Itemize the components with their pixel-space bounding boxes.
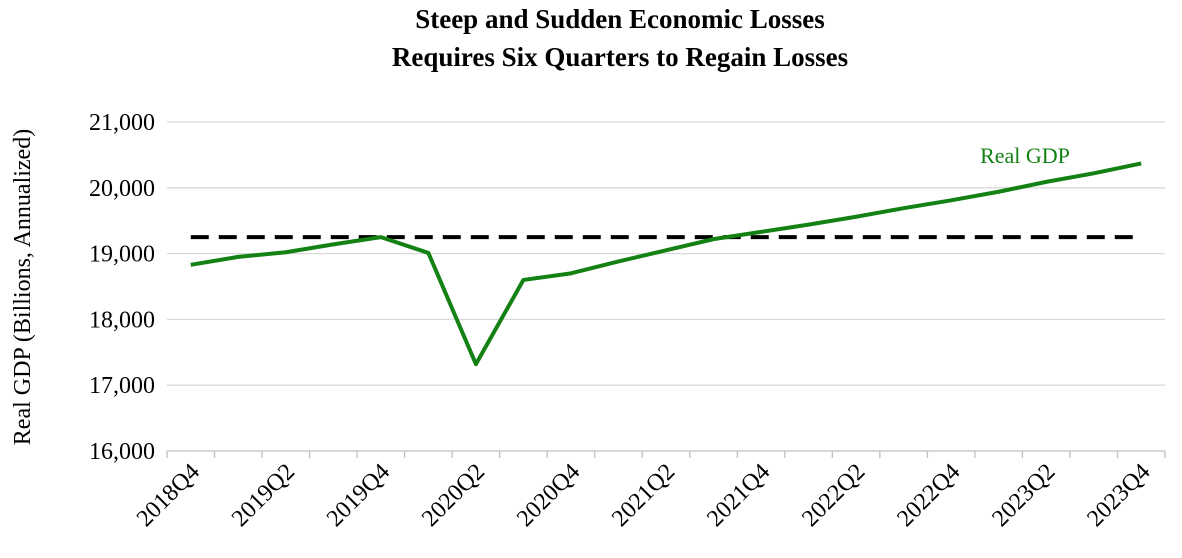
x-tick-label: 2022Q4 (892, 459, 965, 532)
chart-title: Requires Six Quarters to Regain Losses (392, 42, 848, 72)
y-tick-label: 18,000 (89, 307, 155, 333)
y-tick-label: 19,000 (89, 242, 155, 268)
x-tick-label: 2020Q2 (417, 459, 490, 532)
series-line (190, 161, 1142, 367)
x-tick-label: 2022Q2 (797, 459, 870, 532)
x-tick-label: 2019Q4 (322, 459, 395, 532)
x-tick-label: 2023Q2 (987, 459, 1060, 532)
y-tick-label: 20,000 (89, 176, 155, 202)
x-tick-label: 2019Q2 (227, 459, 300, 532)
x-tick-label: 2023Q4 (1082, 459, 1155, 532)
x-tick-label: 2021Q4 (702, 459, 775, 532)
chart-title: Steep and Sudden Economic Losses (415, 4, 825, 34)
y-axis-label: Real GDP (Billions, Annualized) (10, 129, 36, 445)
y-tick-label: 16,000 (89, 439, 155, 465)
x-tick-label: 2020Q4 (512, 459, 585, 532)
x-tick-label: 2021Q2 (607, 459, 680, 532)
series-label: Real GDP (980, 143, 1070, 168)
y-tick-label: 17,000 (89, 373, 155, 399)
x-tick-label: 2018Q4 (132, 459, 205, 532)
y-tick-label: 21,000 (89, 110, 155, 136)
